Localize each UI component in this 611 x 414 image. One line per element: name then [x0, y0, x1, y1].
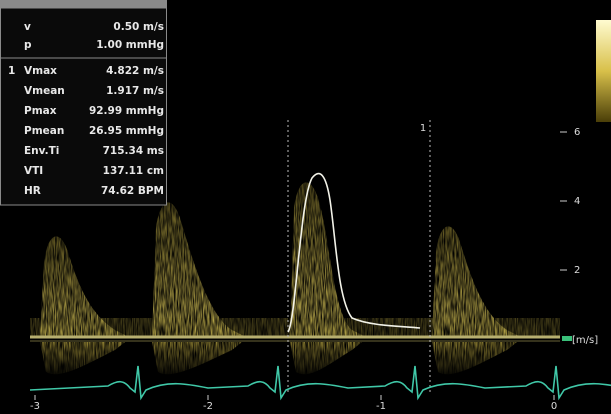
scale-unit: [m/s] — [572, 335, 598, 346]
measurement-value: 74.62 BPM — [101, 185, 164, 197]
measurement-value: 715.34 ms — [103, 145, 164, 157]
time-label: -3 — [30, 401, 40, 412]
time-label: 0 — [551, 401, 557, 412]
color-bar — [596, 20, 611, 122]
spectrum-band — [30, 318, 560, 336]
cursor-label: 1 — [420, 123, 426, 134]
time-label: -1 — [376, 401, 386, 412]
measurement-value: 1.00 mmHg — [96, 39, 164, 51]
measurement-value: 0.50 m/s — [113, 21, 164, 33]
baseline-marker — [562, 336, 572, 341]
measurement-label: p — [24, 39, 32, 51]
measurement-value: 92.99 mmHg — [89, 105, 164, 117]
scale-label: 6 — [574, 127, 580, 138]
ultrasound-screen: 1 6 4 2 [m/s] -3 -2 -1 0 1 v 0.50 m/s p 1.00 mmH… — [0, 0, 611, 414]
measurement-label: Vmax — [24, 65, 57, 77]
measurement-label: Env.Ti — [24, 145, 59, 157]
scale-label: 4 — [574, 196, 580, 207]
measurement-label: HR — [24, 185, 41, 197]
measurement-label: v — [24, 21, 31, 33]
scale-label: 2 — [574, 265, 580, 276]
measurement-value: 137.11 cm — [103, 165, 164, 177]
measurement-label: Pmean — [24, 125, 64, 137]
measurement-value: 26.95 mmHg — [89, 125, 164, 137]
measurement-label: VTI — [24, 165, 43, 177]
measurement-value: 4.822 m/s — [106, 65, 164, 77]
time-label: -2 — [203, 401, 213, 412]
measurement-index: 1 — [8, 65, 15, 77]
measurement-label: Vmean — [24, 85, 65, 97]
measurement-label: Pmax — [24, 105, 57, 117]
panel-tab — [0, 0, 167, 8]
measurement-value: 1.917 m/s — [106, 85, 164, 97]
